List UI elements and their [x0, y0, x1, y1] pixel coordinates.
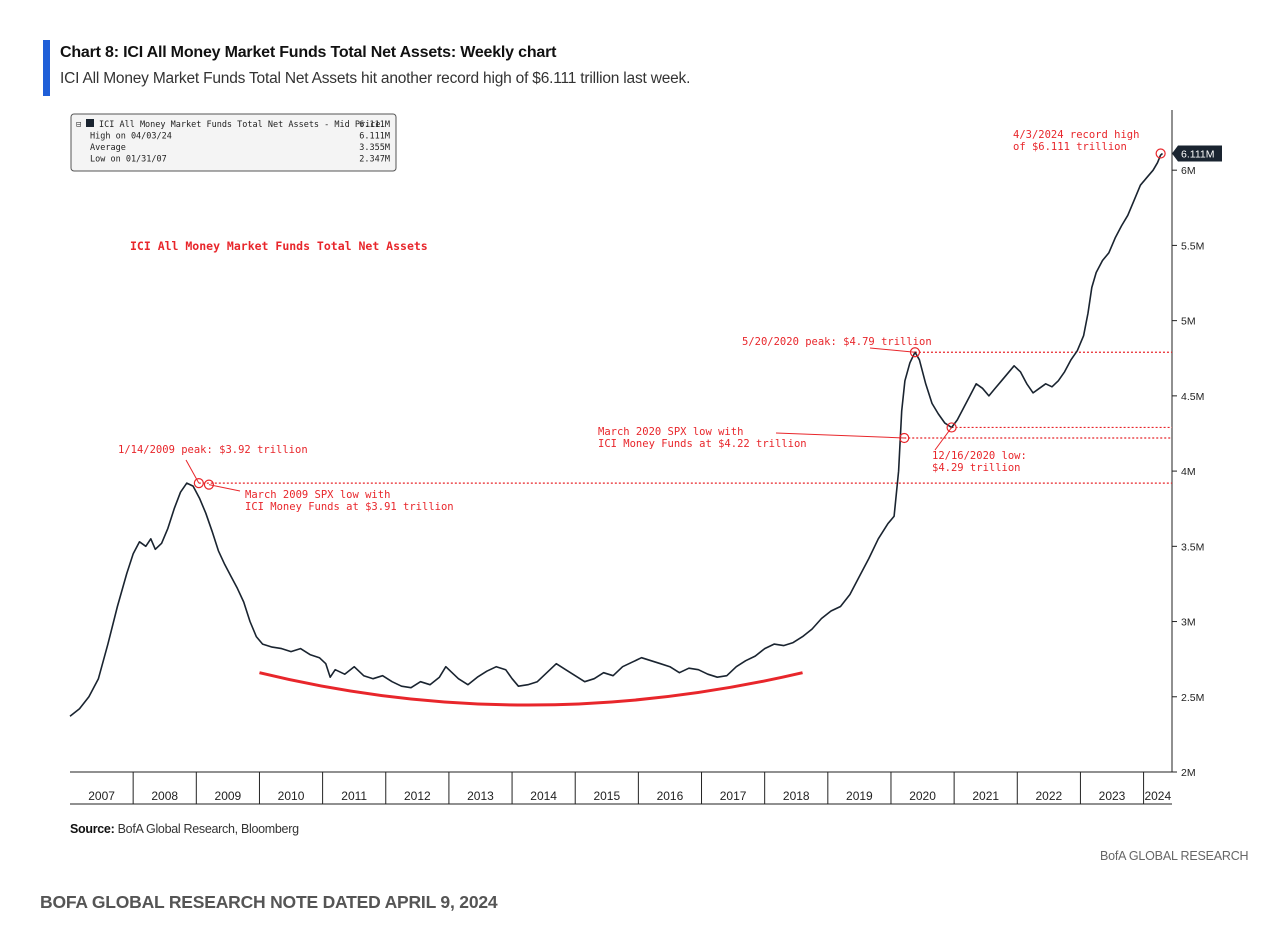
x-tick-label: 2012	[404, 789, 431, 803]
x-tick-label: 2008	[151, 789, 178, 803]
legend-row-label: Low on 01/31/07	[90, 155, 167, 165]
annotation-low2020: 12/16/2020 low:$4.29 trillion	[932, 422, 1027, 474]
page-title: Chart 8: ICI All Money Market Funds Tota…	[60, 44, 557, 61]
annotation-text: ICI Money Funds at $3.91 trillion	[245, 501, 454, 513]
x-tick-label: 2019	[846, 789, 873, 803]
x-tick-label: 2023	[1099, 789, 1126, 803]
x-tick-label: 2011	[341, 789, 367, 803]
accent-bar	[43, 40, 50, 96]
chart-axes: 2M 2.5M 3M 3.5M 4M 4.5M 5M 5.5M 6M 2007 2008 2009 20…	[70, 110, 1204, 805]
x-tick-label: 2007	[88, 789, 115, 803]
annotation-peak2020: 5/20/2020 peak: $4.79 trillion	[742, 336, 932, 358]
annotation-leader	[775, 432, 905, 439]
x-tick-label: 2022	[1036, 789, 1063, 803]
annotation-leader	[869, 347, 916, 353]
annotation-leader	[208, 484, 241, 492]
y-tick-label: 6M	[1181, 165, 1196, 177]
annotation-text: 12/16/2020 low:	[932, 450, 1027, 462]
chart-title: ICI All Money Market Funds Total Net Ass…	[130, 239, 428, 253]
legend-row-value: 6.111M	[359, 120, 390, 130]
last-value-box	[1172, 145, 1222, 162]
y-tick-label: 4.5M	[1181, 391, 1204, 403]
y-tick-label: 3.5M	[1181, 541, 1204, 553]
source-text: BofA Global Research, Bloomberg	[117, 822, 299, 836]
series-line	[69, 152, 1164, 717]
last-value-tag: 6.111M	[1172, 145, 1222, 162]
annotation-marker	[193, 478, 204, 489]
annotation-text: 1/14/2009 peak: $3.92 trillion	[118, 444, 308, 456]
legend-box	[70, 113, 397, 172]
legend-row-label: ICI All Money Market Funds Total Net Ass…	[99, 120, 380, 130]
y-tick-label: 5M	[1181, 316, 1196, 328]
x-tick-label: 2017	[720, 789, 747, 803]
reference-lines	[198, 351, 1172, 484]
annotation-text: $4.29 trillion	[932, 462, 1021, 474]
x-tick-label: 2010	[278, 789, 305, 803]
x-tick-label: 2013	[467, 789, 494, 803]
annotation-leader	[934, 427, 953, 451]
annotation-text: 5/20/2020 peak: $4.79 trillion	[742, 336, 932, 348]
y-tick-label: 2.5M	[1181, 692, 1204, 704]
trough-arc	[259, 671, 803, 707]
x-tick-label: 2021	[972, 789, 999, 803]
x-tick-label: 2009	[215, 789, 242, 803]
y-tick-label: 5.5M	[1181, 240, 1204, 252]
source-label: Source:	[70, 822, 115, 836]
x-tick-label: 2016	[657, 789, 684, 803]
annotation-text: 4/3/2024 record high	[1013, 129, 1139, 141]
annotation-text: March 2020 SPX low with	[598, 426, 743, 438]
legend-collapse-icon: ⊟	[76, 120, 81, 130]
last-value-label: 6.111M	[1181, 148, 1214, 160]
annotation-marker	[1155, 148, 1166, 159]
legend-row-label: Average	[90, 143, 126, 153]
source-note: Source: BofA Global Research, Bloomberg	[70, 822, 299, 836]
page-subtitle: ICI All Money Market Funds Total Net Ass…	[60, 70, 691, 87]
annotation-text: ICI Money Funds at $4.22 trillion	[598, 438, 807, 450]
branding: BofA GLOBAL RESEARCH	[1100, 849, 1249, 863]
series-lines: 6.111M	[69, 145, 1222, 717]
legend-row-label: High on 04/03/24	[90, 132, 172, 142]
chart-legend: ⊟ ICI All Money Market Funds Total Net As…	[70, 113, 397, 172]
legend-swatch	[86, 119, 94, 127]
trough-curve	[259, 671, 803, 707]
annotation-leader	[185, 459, 200, 484]
annotations: 1/14/2009 peak: $3.92 trillion March 2009…	[118, 129, 1166, 513]
annotation-marker	[946, 422, 957, 433]
annotation-text: March 2009 SPX low with	[245, 489, 390, 501]
x-tick-label: 2020	[909, 789, 936, 803]
annotation-text: of $6.111 trillion	[1013, 141, 1127, 153]
legend-row-value: 3.355M	[359, 143, 390, 153]
x-tick-label: 2015	[593, 789, 620, 803]
x-tick-label: 2014	[530, 789, 557, 803]
footer-note: BOFA GLOBAL RESEARCH NOTE DATED APRIL 9,…	[40, 892, 498, 912]
legend-row-value: 6.111M	[359, 132, 390, 142]
legend-row-value: 2.347M	[359, 155, 390, 165]
y-tick-label: 4M	[1181, 466, 1196, 478]
x-tick-label: 2024	[1144, 789, 1171, 803]
y-tick-label: 2M	[1181, 767, 1196, 779]
annotation-peak2009: 1/14/2009 peak: $3.92 trillion	[118, 444, 308, 489]
x-tick-label: 2018	[783, 789, 810, 803]
y-tick-label: 3M	[1181, 617, 1196, 629]
annotation-marker	[203, 479, 215, 490]
